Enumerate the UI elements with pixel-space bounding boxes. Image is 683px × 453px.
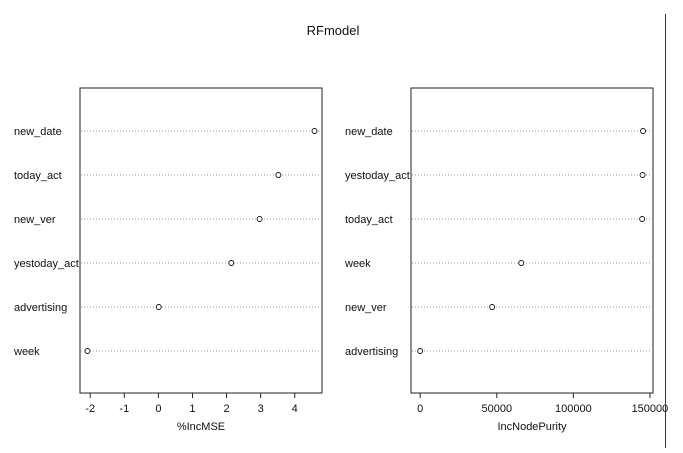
x-tick-label: 1 (189, 403, 195, 415)
panel-frame (410, 87, 654, 394)
data-point (228, 260, 235, 266)
x-tick-label: 0 (155, 403, 161, 415)
data-point (639, 216, 646, 222)
x-tick-label: 50000 (481, 403, 512, 415)
data-point (489, 304, 496, 310)
x-tick-label: 3 (258, 403, 264, 415)
variable-label: yestoday_act (14, 258, 79, 270)
data-point (275, 172, 282, 178)
data-point (417, 348, 424, 354)
data-point (256, 216, 263, 222)
x-axis-label: IncNodePurity (497, 421, 567, 433)
data-point (639, 172, 646, 178)
variable-label: new_date (345, 126, 393, 138)
data-point (155, 304, 162, 310)
variable-label: today_act (14, 170, 62, 182)
variable-label: new_ver (345, 302, 387, 314)
variable-label: today_act (345, 214, 393, 226)
figure-title: RFmodel (306, 23, 360, 38)
x-axis-label: %IncMSE (177, 421, 225, 433)
variable-label: advertising (345, 346, 398, 358)
x-tick-label: 4 (292, 403, 298, 415)
data-point (84, 348, 91, 354)
data-point (311, 128, 318, 134)
variable-label: new_ver (14, 214, 56, 226)
right-edge-divider (665, 14, 666, 448)
variable-label: advertising (14, 302, 67, 314)
panel-frame (79, 87, 323, 394)
x-tick-label: 2 (224, 403, 230, 415)
variable-label: week (344, 258, 371, 270)
x-tick-label: 100000 (555, 403, 592, 415)
variable-label: new_date (14, 126, 62, 138)
data-point (518, 260, 525, 266)
variable-label: week (13, 346, 40, 358)
x-tick-label: -2 (85, 403, 95, 415)
x-tick-label: 0 (417, 403, 423, 415)
data-point (640, 128, 646, 134)
variable-label: yestoday_act (345, 170, 410, 182)
x-tick-label: -1 (119, 403, 129, 415)
x-tick-label: 150000 (632, 403, 669, 415)
